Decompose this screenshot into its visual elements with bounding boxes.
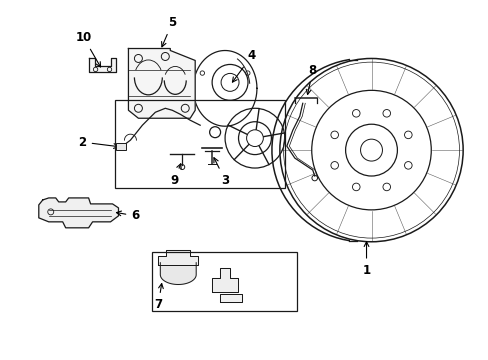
- Polygon shape: [39, 198, 118, 228]
- Bar: [115, 100, 285, 188]
- Circle shape: [382, 183, 390, 191]
- Polygon shape: [160, 263, 196, 284]
- Circle shape: [352, 109, 359, 117]
- Text: 8: 8: [305, 64, 316, 94]
- Circle shape: [352, 183, 359, 191]
- Text: 4: 4: [232, 49, 256, 82]
- Polygon shape: [88, 58, 116, 72]
- Text: 5: 5: [161, 16, 176, 47]
- Text: 2: 2: [79, 136, 118, 149]
- Circle shape: [330, 162, 338, 169]
- Text: 7: 7: [154, 284, 163, 311]
- Text: 10: 10: [75, 31, 101, 67]
- Circle shape: [382, 109, 390, 117]
- Polygon shape: [220, 293, 242, 302]
- Bar: [116, 143, 126, 150]
- Polygon shape: [212, 268, 238, 292]
- Circle shape: [330, 131, 338, 139]
- Circle shape: [404, 131, 411, 139]
- Polygon shape: [158, 250, 198, 265]
- Text: 1: 1: [362, 242, 370, 277]
- Text: 9: 9: [170, 164, 181, 186]
- Bar: [152, 252, 296, 311]
- Text: 3: 3: [213, 158, 229, 186]
- Text: 6: 6: [116, 210, 139, 222]
- Circle shape: [404, 162, 411, 169]
- Polygon shape: [128, 49, 195, 118]
